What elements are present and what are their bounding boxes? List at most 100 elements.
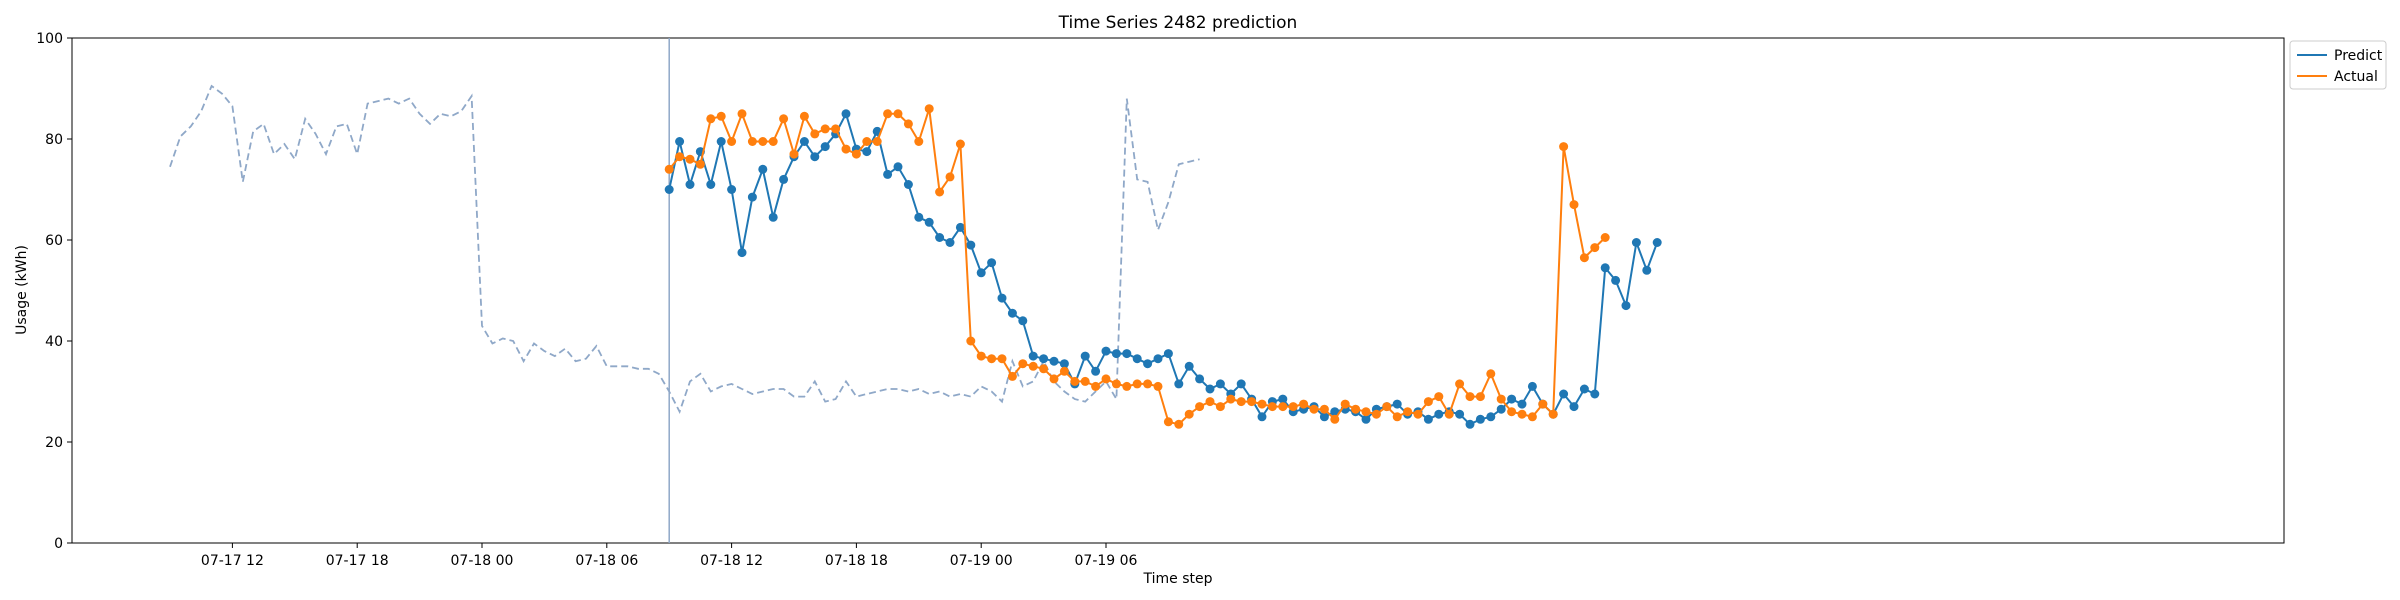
actual-point bbox=[841, 144, 851, 154]
predict-point bbox=[1122, 349, 1132, 359]
x-tick-label: 07-18 18 bbox=[825, 553, 888, 569]
actual-point bbox=[935, 187, 945, 197]
actual-point bbox=[1184, 409, 1194, 419]
actual-point bbox=[862, 137, 872, 146]
actual-point bbox=[1247, 397, 1257, 407]
predict-point bbox=[1236, 379, 1246, 389]
y-tick-label: 100 bbox=[36, 31, 63, 47]
predict-point bbox=[1465, 419, 1475, 429]
predict-point bbox=[1590, 389, 1600, 399]
predict-point bbox=[1174, 379, 1184, 389]
predict-point bbox=[727, 185, 737, 194]
predict-point bbox=[664, 185, 674, 194]
actual-point bbox=[883, 109, 893, 119]
x-tick-label: 07-18 12 bbox=[700, 553, 763, 569]
legend-actual-label: Actual bbox=[2334, 69, 2378, 85]
actual-point bbox=[685, 154, 695, 164]
series-layer bbox=[664, 104, 1662, 429]
actual-point bbox=[1319, 404, 1329, 414]
actual-point bbox=[1340, 399, 1350, 409]
history-line-layer bbox=[169, 84, 1200, 414]
actual-point bbox=[1559, 142, 1569, 152]
predict-point bbox=[1527, 381, 1537, 391]
actual-point bbox=[1590, 243, 1600, 253]
actual-point bbox=[1330, 414, 1340, 424]
actual-point bbox=[1309, 404, 1319, 414]
predict-point bbox=[1143, 359, 1153, 369]
y-axis: 0 20 40 60 80 100 bbox=[36, 31, 72, 552]
x-tick-label: 07-18 00 bbox=[451, 553, 514, 569]
legend-predict-label: Predict bbox=[2334, 48, 2383, 64]
x-tick-label: 07-19 06 bbox=[1075, 553, 1138, 569]
predict-point bbox=[1111, 349, 1121, 359]
actual-point bbox=[1018, 359, 1028, 369]
predict-point bbox=[862, 147, 872, 157]
actual-point bbox=[1579, 253, 1589, 263]
actual-point bbox=[831, 124, 841, 134]
actual-point bbox=[1111, 379, 1121, 389]
predict-point bbox=[1361, 414, 1371, 424]
predict-point bbox=[1018, 316, 1028, 326]
legend: Predict Actual bbox=[2289, 40, 2387, 90]
predict-point bbox=[987, 258, 997, 268]
actual-point bbox=[1507, 407, 1517, 417]
actual-point bbox=[810, 129, 820, 139]
predict-point bbox=[1319, 412, 1329, 422]
actual-point bbox=[924, 104, 934, 114]
actual-point bbox=[1496, 394, 1506, 404]
actual-point bbox=[914, 137, 924, 146]
actual-point bbox=[1527, 412, 1537, 422]
predict-point bbox=[997, 293, 1007, 303]
predict-point bbox=[1080, 351, 1090, 361]
actual-point bbox=[1351, 404, 1361, 414]
predict-point bbox=[1101, 346, 1111, 356]
actual-point bbox=[1091, 381, 1101, 391]
x-tick-label: 07-17 18 bbox=[326, 553, 389, 569]
actual-point bbox=[1080, 376, 1090, 386]
predict-point bbox=[1184, 361, 1194, 371]
predict-point bbox=[924, 217, 934, 227]
y-tick-label: 40 bbox=[45, 334, 63, 350]
predict-point bbox=[1455, 409, 1465, 419]
chart-title: Time Series 2482 prediction bbox=[1058, 13, 1298, 33]
predict-point bbox=[935, 233, 945, 242]
actual-point bbox=[1101, 374, 1111, 384]
actual-point bbox=[1226, 394, 1236, 404]
actual-point bbox=[1236, 397, 1246, 407]
actual-point bbox=[706, 114, 716, 124]
y-tick-label: 0 bbox=[54, 536, 63, 552]
predict-point bbox=[1091, 366, 1101, 376]
actual-point bbox=[1195, 402, 1205, 412]
actual-point bbox=[1267, 402, 1277, 412]
actual-point bbox=[1122, 381, 1132, 391]
predict-point bbox=[1007, 308, 1017, 318]
predict-point bbox=[903, 180, 913, 189]
actual-point bbox=[1423, 397, 1433, 407]
predict-point bbox=[1434, 409, 1444, 419]
actual-point bbox=[1049, 374, 1059, 384]
actual-point bbox=[997, 354, 1007, 364]
actual-point bbox=[1361, 407, 1371, 417]
predict-point bbox=[1600, 263, 1610, 273]
actual-point bbox=[1039, 364, 1049, 374]
actual-point bbox=[1059, 366, 1069, 376]
actual-point bbox=[768, 137, 778, 146]
actual-point bbox=[945, 172, 955, 182]
predict-point bbox=[1569, 402, 1579, 412]
actual-point bbox=[1413, 409, 1423, 419]
predict-point bbox=[1652, 238, 1662, 247]
predict-point bbox=[1039, 354, 1049, 364]
actual-point bbox=[893, 109, 903, 119]
actual-point bbox=[1288, 402, 1298, 412]
predict-point bbox=[1392, 399, 1402, 409]
predict-point bbox=[1330, 407, 1340, 417]
predict-point bbox=[1215, 379, 1225, 389]
predict-point bbox=[1611, 275, 1621, 285]
predict-point bbox=[1049, 356, 1059, 366]
actual-point bbox=[1205, 397, 1215, 407]
actual-point bbox=[1382, 402, 1392, 412]
actual-point bbox=[976, 351, 986, 361]
actual-point bbox=[789, 149, 799, 159]
predict-point bbox=[1132, 354, 1142, 364]
